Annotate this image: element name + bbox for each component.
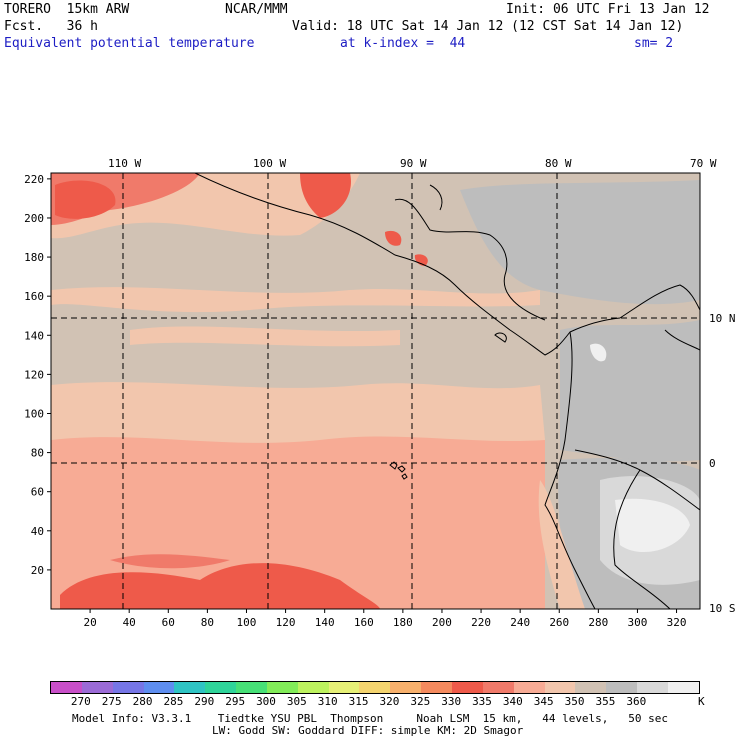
colorbar-label: 275 <box>101 695 122 708</box>
x-tick-label: 40 <box>123 616 136 629</box>
colorbar-label: 360 <box>626 695 647 708</box>
colorbar-swatch <box>513 682 545 693</box>
x-tick-label: 240 <box>510 616 530 629</box>
field-title: Equivalent potential temperature <box>4 36 255 51</box>
colorbar-swatch <box>606 682 638 693</box>
colorbar-swatch <box>390 682 422 693</box>
colorbar-label: 330 <box>441 695 462 708</box>
y-tick-label: 140 <box>24 329 44 342</box>
colorbar-swatch <box>482 682 514 693</box>
institution-label: NCAR/MMM <box>225 2 288 17</box>
colorbar-label: 320 <box>379 695 400 708</box>
x-tick-label: 140 <box>315 616 335 629</box>
colorbar-swatch <box>421 682 452 693</box>
colorbar-swatch <box>451 682 483 693</box>
colorbar-label: 315 <box>348 695 369 708</box>
colorbar-swatch <box>143 682 175 693</box>
physics-info: LW: Godd SW: Goddard DIFF: simple KM: 2D… <box>212 724 524 737</box>
colorbar-swatch <box>112 682 144 693</box>
x-axis: 20 40 60 80 100 120 140 160 180 200 220 240 260 280 30… <box>83 609 686 629</box>
x-tick-label: 160 <box>354 616 374 629</box>
x-tick-label: 60 <box>162 616 175 629</box>
colorbar-label: 300 <box>256 695 276 708</box>
map-frame <box>50 172 701 610</box>
smoothing-label: sm= 2 <box>634 36 674 51</box>
colorbar-label: 305 <box>286 695 307 708</box>
colorbar-label: 355 <box>595 695 616 708</box>
lon-label-80w: 80 W <box>545 157 572 170</box>
y-tick-label: 200 <box>24 212 44 225</box>
colorbar-swatch <box>667 682 699 693</box>
colorbar <box>50 681 700 694</box>
x-tick-label: 20 <box>83 616 96 629</box>
level-label: at k-index = 44 <box>340 36 466 51</box>
colorbar-swatch <box>575 682 607 693</box>
colorbar-label: 295 <box>225 695 246 708</box>
y-tick-label: 220 <box>24 173 44 186</box>
colorbar-swatch <box>297 682 329 693</box>
y-tick-label: 40 <box>31 525 44 538</box>
colorbar-swatch <box>236 682 267 693</box>
x-tick-label: 100 <box>237 616 257 629</box>
colorbar-swatch <box>174 682 206 693</box>
colorbar-labels: 270 275 280 285 290 295 300 305 310 315 320 325 330 3… <box>50 695 710 709</box>
x-tick-label: 320 <box>667 616 687 629</box>
colorbar-swatch <box>266 682 298 693</box>
colorbar-label: 285 <box>163 695 184 708</box>
colorbar-label: 340 <box>502 695 523 708</box>
model-info: Model Info: V3.3.1 Tiedtke YSU PBL Thomp… <box>72 712 669 725</box>
lat-label-10s: 10 S <box>709 602 736 615</box>
coastline <box>194 173 700 609</box>
y-axis: 220 200 180 160 140 120 100 80 60 40 20 <box>24 173 51 577</box>
x-tick-label: 200 <box>432 616 452 629</box>
colorbar-swatch <box>328 682 360 693</box>
colorbar-swatch <box>359 682 391 693</box>
x-tick-label: 180 <box>393 616 413 629</box>
colorbar-label: 290 <box>194 695 215 708</box>
y-tick-label: 180 <box>24 251 44 264</box>
lon-label-110w: 110 W <box>108 157 142 170</box>
y-tick-label: 120 <box>24 368 44 381</box>
valid-time: Valid: 18 UTC Sat 14 Jan 12 (12 CST Sat … <box>292 19 684 34</box>
y-tick-label: 160 <box>24 290 44 303</box>
colorbar-unit: K <box>698 695 705 708</box>
x-tick-label: 300 <box>628 616 648 629</box>
theta-e-field <box>51 173 700 609</box>
colorbar-label: 310 <box>317 695 338 708</box>
colorbar-label: 350 <box>564 695 585 708</box>
x-tick-label: 280 <box>588 616 608 629</box>
colorbar-swatch <box>51 682 82 693</box>
colorbar-swatch <box>205 682 237 693</box>
colorbar-swatch <box>544 682 576 693</box>
colorbar-label: 325 <box>410 695 431 708</box>
lon-label-100w: 100 W <box>253 157 287 170</box>
model-name: TORERO 15km ARW <box>4 2 130 17</box>
lon-label-70w: 70 W <box>690 157 717 170</box>
y-tick-label: 60 <box>31 486 44 499</box>
colorbar-swatch <box>81 682 113 693</box>
graticule <box>51 173 700 609</box>
forecast-hour: Fcst. 36 h <box>4 19 98 34</box>
lat-label-0: 0 <box>709 457 716 470</box>
x-tick-label: 80 <box>201 616 214 629</box>
colorbar-swatch <box>637 682 668 693</box>
lat-label-10n: 10 N <box>709 312 736 325</box>
colorbar-label: 345 <box>533 695 554 708</box>
x-tick-label: 120 <box>276 616 296 629</box>
init-time: Init: 06 UTC Fri 13 Jan 12 <box>506 2 710 17</box>
y-tick-label: 20 <box>31 564 44 577</box>
y-tick-label: 100 <box>24 407 44 420</box>
x-tick-label: 220 <box>471 616 491 629</box>
colorbar-label: 270 <box>70 695 91 708</box>
colorbar-label: 280 <box>132 695 153 708</box>
lon-label-90w: 90 W <box>400 157 427 170</box>
colorbar-label: 335 <box>472 695 492 708</box>
y-tick-label: 80 <box>31 447 44 460</box>
x-tick-label: 260 <box>549 616 569 629</box>
